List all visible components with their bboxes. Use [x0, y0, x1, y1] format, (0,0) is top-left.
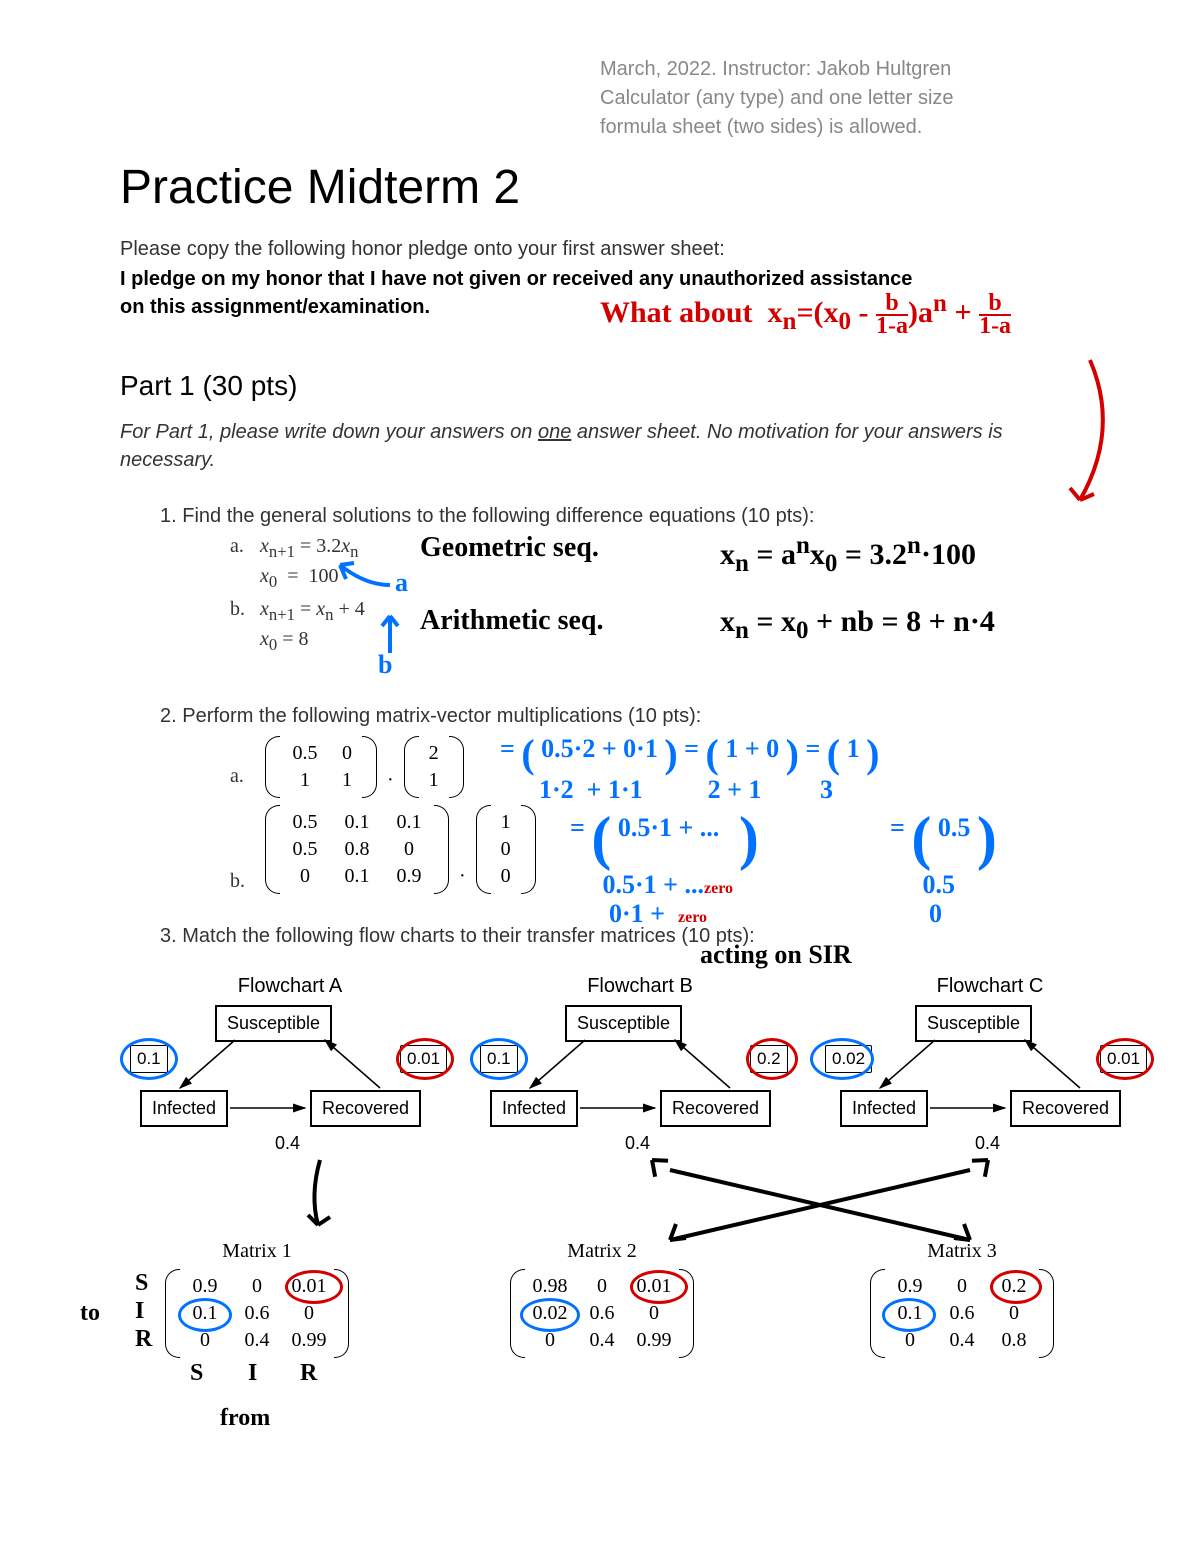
- handwriting-q2b-work-left: = ( 0.5·1 + ... ) 0.5·1 + ...zero 0·1 + …: [570, 805, 759, 928]
- handwriting-to: to: [80, 1300, 100, 1327]
- handwriting-acting-on: acting on SIR: [700, 940, 852, 970]
- part-1-instructions: For Part 1, please write down your answe…: [120, 418, 1020, 474]
- handwriting-col-s: S: [190, 1360, 203, 1387]
- handwriting-row-s: S: [135, 1270, 148, 1297]
- oval-a-left: [120, 1038, 178, 1080]
- q1b-eq2: x0 = 8: [260, 628, 309, 655]
- q1b-eq1: xn+1 = xn + 4: [260, 598, 365, 625]
- handwriting-red-formula: What about xn=(x0 - b1-a)an + b1-a: [600, 290, 1160, 338]
- q2a-matrix: 0.5011 · 21: [265, 736, 464, 798]
- fc-b-bottom-rate: 0.4: [625, 1133, 650, 1154]
- q2a-label: a.: [230, 765, 244, 788]
- page-title: Practice Midterm 2: [120, 160, 520, 215]
- q2b-matrix: 0.50.10.1 0.50.80 00.10.9 · 1 0 0: [265, 805, 536, 894]
- oval-m2-topright: [630, 1270, 688, 1304]
- instr-a: For Part 1, please write down your answe…: [120, 421, 538, 443]
- header-info: March, 2022. Instructor: Jakob Hultgren …: [600, 55, 954, 142]
- intro-text: Please copy the following honor pledge o…: [120, 235, 920, 263]
- q1a-eq2: x0 = 100: [260, 565, 339, 592]
- page: March, 2022. Instructor: Jakob Hultgren …: [0, 0, 1200, 1553]
- handwriting-geom-answer: xn = anx0 = 3.2n·100: [720, 532, 976, 578]
- oval-m1-topright: [285, 1270, 343, 1304]
- handwriting-a-label: a: [395, 568, 408, 598]
- header-line-1: March, 2022. Instructor: Jakob Hultgren: [600, 55, 954, 84]
- handwriting-q2a-work: = ( 0.5·2 + 0·1 ) = ( 1 + 0 ) = ( 1 ) 1·…: [500, 732, 879, 805]
- handwriting-row-i: I: [135, 1298, 144, 1325]
- part-1-title: Part 1 (30 pts): [120, 370, 297, 402]
- question-2: 2. Perform the following matrix-vector m…: [160, 705, 701, 728]
- oval-c-left: [810, 1038, 874, 1080]
- handwriting-q2b-work-right: = ( 0.5 ) 0.5 0: [890, 805, 997, 928]
- handwriting-arithmetic: Arithmetic seq.: [420, 605, 604, 637]
- q2b-label: b.: [230, 870, 245, 893]
- oval-b-left: [470, 1038, 528, 1080]
- oval-m1-midleft: [178, 1298, 232, 1332]
- handwriting-col-r: R: [300, 1360, 317, 1387]
- question-3: 3. Match the following flow charts to th…: [160, 925, 755, 948]
- handwriting-arith-answer: xn = x0 + nb = 8 + n·4: [720, 605, 995, 645]
- oval-a-right: [396, 1038, 454, 1080]
- handwriting-b-label: b: [378, 650, 392, 680]
- fc-c-bottom-rate: 0.4: [975, 1133, 1000, 1154]
- question-1: 1. Find the general solutions to the fol…: [160, 505, 814, 528]
- handwriting-geometric: Geometric seq.: [420, 532, 599, 564]
- oval-c-right: [1096, 1038, 1154, 1080]
- fc-a-bottom-rate: 0.4: [275, 1133, 300, 1154]
- oval-b-right: [746, 1038, 798, 1080]
- oval-m3-midleft: [882, 1298, 936, 1332]
- red-arrow-down: [1050, 350, 1150, 520]
- handwriting-row-r: R: [135, 1326, 152, 1353]
- header-line-3: formula sheet (two sides) is allowed.: [600, 113, 954, 142]
- oval-m3-topright: [990, 1270, 1042, 1304]
- handwriting-col-i: I: [248, 1360, 257, 1387]
- matrix-2-title: Matrix 2: [510, 1240, 694, 1263]
- header-line-2: Calculator (any type) and one letter siz…: [600, 84, 954, 113]
- matrix-3-title: Matrix 3: [870, 1240, 1054, 1263]
- matrix-1-title: Matrix 1: [165, 1240, 349, 1263]
- oval-m2-midleft: [520, 1298, 580, 1332]
- q1a-label: a.: [230, 535, 244, 558]
- q1b-label: b.: [230, 598, 245, 621]
- handwriting-from: from: [220, 1405, 270, 1432]
- instr-underline: one: [538, 421, 571, 443]
- match-arrow-a-1: [290, 1155, 350, 1235]
